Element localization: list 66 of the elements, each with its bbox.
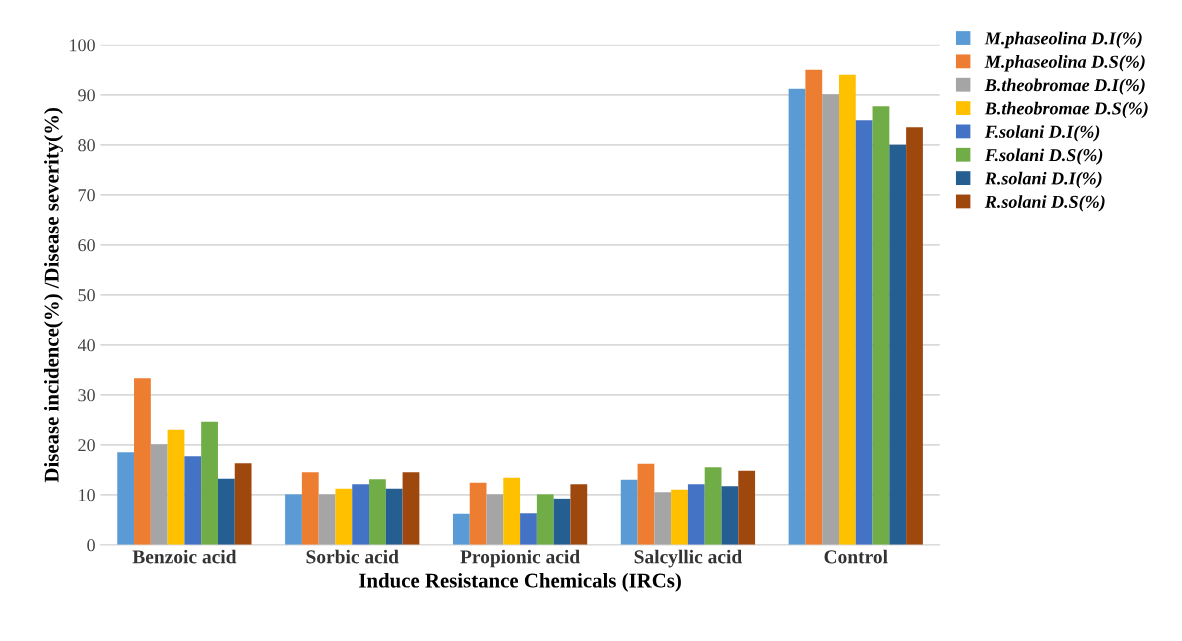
legend-label: B.theobromae D.S(%) <box>984 101 1148 119</box>
bar <box>184 456 202 545</box>
y-axis-title: Disease incidence(%) /Disease severity(%) <box>44 108 63 483</box>
bar <box>872 106 890 545</box>
bar <box>620 479 638 545</box>
y-tick-label: 50 <box>78 289 95 302</box>
bar <box>889 144 907 545</box>
bar <box>906 127 923 545</box>
bar <box>687 484 705 545</box>
bar <box>117 452 135 545</box>
bar <box>167 429 185 545</box>
y-tick-label: 80 <box>78 139 95 152</box>
legend-label: R.solani D.I(%) <box>984 171 1102 189</box>
bar <box>704 467 722 545</box>
bar <box>486 494 504 545</box>
bar <box>536 494 554 545</box>
bar <box>838 74 856 545</box>
bar <box>671 489 688 545</box>
x-tick-label: Salcyllic acid <box>634 549 742 568</box>
bar <box>234 463 252 545</box>
bar <box>654 492 672 545</box>
legend-label: F.solani D.I(%) <box>984 125 1100 142</box>
bar <box>570 484 588 545</box>
bar <box>520 513 537 545</box>
bar <box>452 513 470 545</box>
y-tick-label: 20 <box>78 439 95 452</box>
bar <box>285 494 302 545</box>
bar <box>822 94 839 545</box>
bar <box>721 486 739 545</box>
y-tick-label: 70 <box>78 189 95 202</box>
legend-label: F.solani D.S(%) <box>984 148 1103 165</box>
y-tick-label: 30 <box>78 389 95 402</box>
bar <box>369 479 386 545</box>
bar <box>318 494 336 545</box>
bar <box>503 477 521 545</box>
y-tick-label: 0 <box>87 539 95 552</box>
x-tick-label: Propionic acid <box>460 549 580 568</box>
legend-label: R.solani D.S(%) <box>984 195 1105 212</box>
y-tick-label: 100 <box>70 39 95 52</box>
bar <box>805 69 823 545</box>
bar <box>855 120 873 545</box>
bar <box>352 484 370 545</box>
bar <box>553 498 571 545</box>
x-tick-label: Sorbic acid <box>306 549 399 564</box>
x-tick-label: Control <box>824 549 888 564</box>
bar <box>301 472 319 545</box>
legend-label: B.theobromae D.I(%) <box>984 78 1145 95</box>
bar <box>402 472 420 545</box>
legend-label: M.phaseolina D.I(%) <box>984 31 1142 49</box>
y-tick-label: 40 <box>77 339 95 352</box>
y-tick-label: 90 <box>78 89 95 102</box>
bar <box>150 444 168 545</box>
bar <box>469 482 487 545</box>
bar <box>335 488 353 545</box>
bar <box>134 378 151 545</box>
bar <box>201 421 218 545</box>
x-tick-label: Benzoic acid <box>132 549 237 564</box>
x-axis-title: Induce Resistance Chemicals (IRCs) <box>359 572 681 592</box>
y-tick-label: 10 <box>79 489 95 502</box>
bar <box>637 463 655 545</box>
y-tick-label: 60 <box>78 239 95 252</box>
bar <box>385 488 403 545</box>
bar <box>738 470 756 545</box>
bar <box>217 478 235 545</box>
bar <box>788 88 806 545</box>
legend-label: M.phaseolina D.S(%) <box>984 55 1145 72</box>
